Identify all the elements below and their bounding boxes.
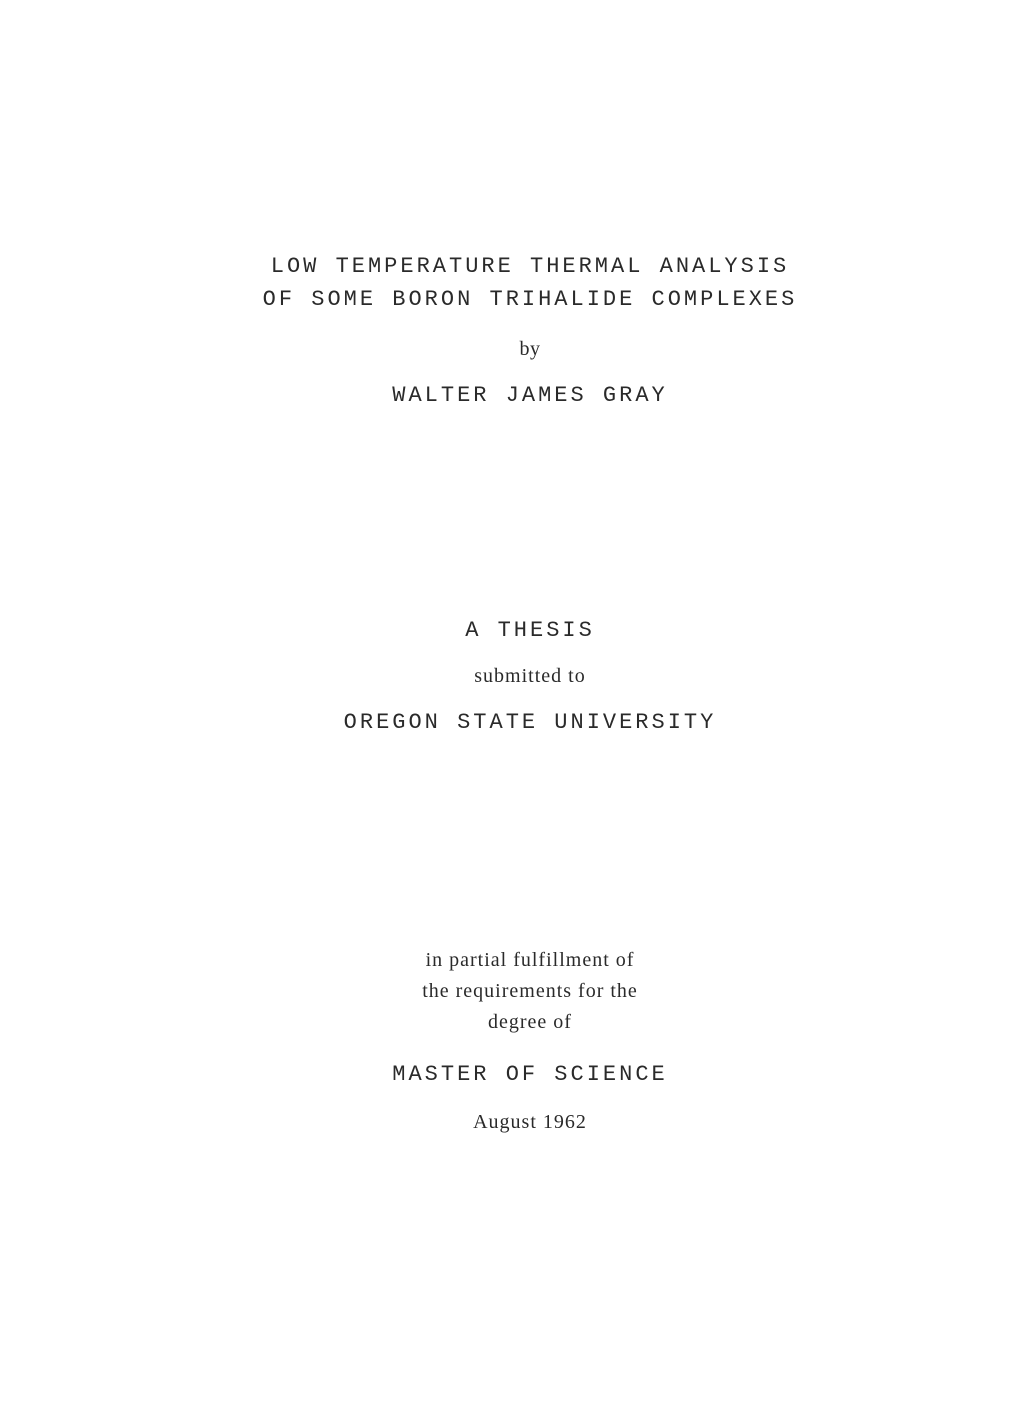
fulfillment-statement: in partial fulfillment of the requiremen… — [200, 945, 860, 1038]
thesis-title-page: LOW TEMPERATURE THERMAL ANALYSIS OF SOME… — [0, 0, 1020, 1401]
thesis-title: LOW TEMPERATURE THERMAL ANALYSIS OF SOME… — [200, 250, 860, 316]
fulfillment-line-2: the requirements for the — [200, 976, 860, 1007]
title-line-2: OF SOME BORON TRIHALIDE COMPLEXES — [200, 283, 860, 316]
thesis-label: A THESIS — [200, 618, 860, 643]
author-name: WALTER JAMES GRAY — [200, 383, 860, 408]
institution-name: OREGON STATE UNIVERSITY — [200, 710, 860, 735]
fulfillment-line-1: in partial fulfillment of — [200, 945, 860, 976]
fulfillment-line-3: degree of — [200, 1007, 860, 1038]
submitted-to-label: submitted to — [200, 665, 860, 688]
thesis-date: August 1962 — [200, 1111, 860, 1134]
degree-name: MASTER OF SCIENCE — [200, 1062, 860, 1087]
by-label: by — [200, 338, 860, 361]
title-line-1: LOW TEMPERATURE THERMAL ANALYSIS — [200, 250, 860, 283]
